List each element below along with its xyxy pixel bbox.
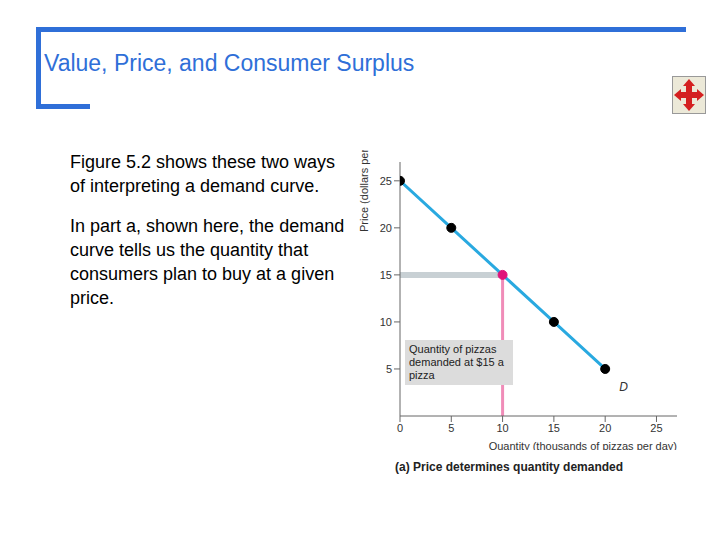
svg-text:15: 15 (380, 269, 392, 281)
html-text:Figure 5.2 shows these two way: Figure 5.2 shows these two ways of inter… (70, 152, 336, 196)
html-text:Quantity of pizzas demanded at: Quantity of pizzas demanded at $15 a piz… (409, 343, 504, 381)
svg-text:Price (dollars per pizza): Price (dollars per pizza) (358, 150, 370, 232)
svg-text:25: 25 (380, 175, 392, 187)
svg-text:15: 15 (548, 422, 560, 434)
html-text:(a) Price determines quantity: (a) Price determines quantity demanded (395, 460, 624, 474)
svg-text:Quantity (thousands of pizzas: Quantity (thousands of pizzas per day) (489, 440, 677, 450)
svg-text:5: 5 (386, 363, 392, 375)
svg-text:D: D (619, 380, 628, 394)
html-text:Value, Price, and Consumer Sur: Value, Price, and Consumer Surplus (44, 50, 415, 76)
svg-text:25: 25 (650, 422, 662, 434)
svg-text:5: 5 (448, 422, 454, 434)
svg-text:20: 20 (380, 222, 392, 234)
svg-text:10: 10 (380, 316, 392, 328)
svg-text:0: 0 (397, 422, 403, 434)
svg-text:10: 10 (496, 422, 508, 434)
html-text:In part a, shown here, the dem: In part a, shown here, the demand curve … (70, 216, 345, 308)
svg-text:20: 20 (599, 422, 611, 434)
